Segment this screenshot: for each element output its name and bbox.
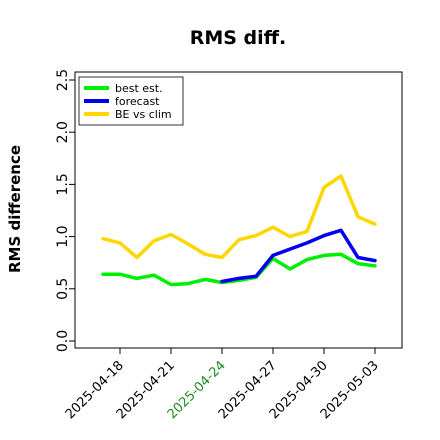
data-point [255,235,257,237]
y-tick-label: 0.5 [55,278,71,300]
data-point [187,283,189,285]
data-point [357,216,359,218]
y-tick-label: 2.5 [55,69,71,91]
data-point [323,254,325,256]
data-point [289,268,291,270]
y-tick-label: 2.0 [55,121,71,143]
data-point [238,239,240,241]
data-point [306,242,308,244]
data-point [340,175,342,177]
data-point [136,256,138,258]
series-line-forecast [220,228,377,284]
data-point [238,277,240,279]
legend-label: best est. [115,82,163,95]
legend-label: BE vs clim [115,108,172,121]
data-point [153,240,155,242]
data-point [306,259,308,261]
data-point [136,277,138,279]
data-point [306,230,308,232]
chart-title: RMS diff. [190,27,287,49]
data-point [340,253,342,255]
data-point [374,223,376,225]
data-point [289,248,291,250]
data-point [272,254,274,256]
series-line-be-vs-clim [101,174,377,260]
data-point [153,274,155,276]
data-point [374,265,376,267]
data-point [204,278,206,280]
data-point [289,236,291,238]
data-point [102,273,104,275]
data-point [170,284,172,286]
y-tick-label: 1.5 [55,173,71,195]
data-point [340,229,342,231]
data-point [357,263,359,265]
data-point [221,280,223,282]
y-tick-label: 0.0 [55,330,71,352]
data-point [374,260,376,262]
data-point [272,226,274,228]
data-point [102,238,104,240]
data-point [119,242,121,244]
y-tick-label: 1.0 [55,225,71,247]
legend-label: forecast [115,95,160,108]
data-point [323,235,325,237]
data-point [357,256,359,258]
data-point [119,273,121,275]
data-point [204,253,206,255]
axes-frame [74,71,403,349]
data-point [255,275,257,277]
data-point [221,256,223,258]
y-axis-label: RMS difference [6,145,24,273]
data-point [323,187,325,189]
data-point [170,234,172,236]
data-point [187,243,189,245]
